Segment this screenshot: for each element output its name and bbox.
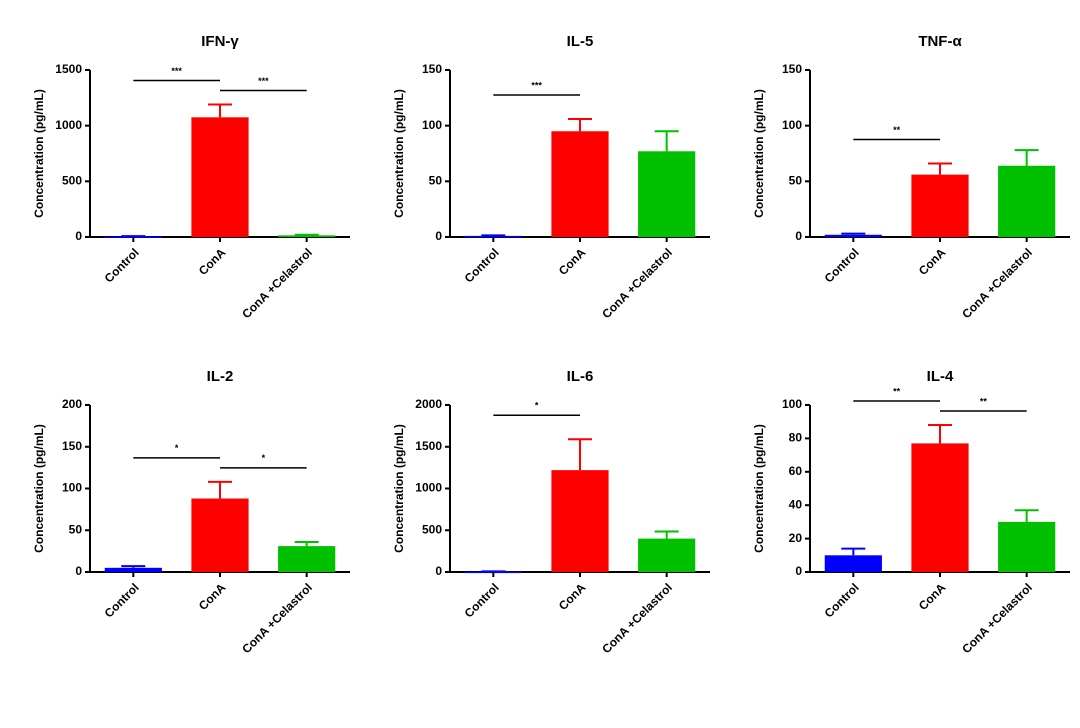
chart-title: IL-2 [207,368,234,385]
y-tick-label: 150 [62,439,82,453]
bar [911,443,969,572]
y-tick-label: 100 [782,397,802,411]
y-tick-label: 150 [782,62,802,76]
significance-label: *** [171,66,182,76]
y-tick-label: 0 [435,564,442,578]
bar [464,235,522,238]
significance-label: * [535,401,539,411]
y-tick-label: 50 [69,522,83,536]
x-tick-label: Control [822,245,862,285]
y-tick-label: 0 [75,564,82,578]
y-tick-label: 100 [782,118,802,132]
significance-label: * [262,453,266,463]
y-tick-label: 100 [62,481,82,495]
chart-panel: IFN-γ Concentration (pg/mL) 0 500 1000 1500 Co… [32,33,350,321]
y-tick-label: 80 [789,431,803,445]
bar [278,235,336,237]
y-tick-label: 500 [62,174,82,188]
x-tick-label: ConA [196,245,229,278]
y-axis-label: Concentration (pg/mL) [32,89,46,218]
bar [191,498,249,572]
x-tick-label: ConA [196,580,229,613]
chart-panel: IL-4 Concentration (pg/mL) 0 20 40 60 80 100 Con… [752,368,1070,656]
x-tick-label: Control [822,580,862,620]
chart-title: IL-6 [567,368,594,385]
chart-title: IL-4 [927,368,954,385]
bar [824,555,882,572]
bar [824,234,882,237]
bar [638,538,696,572]
y-tick-label: 1500 [415,439,442,453]
y-tick-label: 0 [75,229,82,243]
y-axis-label: Concentration (pg/mL) [392,89,406,218]
y-tick-label: 50 [429,174,443,188]
x-tick-label: Control [462,580,502,620]
y-tick-label: 0 [795,564,802,578]
bar [104,567,162,572]
x-tick-label: ConA +Celastrol [599,245,675,321]
x-tick-label: Control [462,245,502,285]
bar [998,521,1056,572]
x-tick-label: ConA +Celastrol [239,245,315,321]
chart-panel: IL-2 Concentration (pg/mL) 0 50 100 150 200 Con… [32,368,350,656]
y-tick-label: 60 [789,464,803,478]
y-tick-label: 0 [435,229,442,243]
y-tick-label: 150 [422,62,442,76]
significance-label: *** [258,76,269,86]
x-tick-label: ConA [556,580,589,613]
significance-label: * [175,443,179,453]
y-tick-label: 1500 [55,62,82,76]
x-tick-label: ConA [916,580,949,613]
y-axis-label: Concentration (pg/mL) [752,424,766,553]
x-tick-label: Control [102,245,142,285]
y-tick-label: 0 [795,229,802,243]
x-tick-label: ConA [556,245,589,278]
bar [911,174,969,237]
chart-panel: TNF-α Concentration (pg/mL) 0 50 100 150 Contr… [752,33,1070,321]
y-tick-label: 1000 [415,481,442,495]
x-tick-label: ConA [916,245,949,278]
significance-label: ** [893,125,901,135]
y-tick-label: 20 [789,531,803,545]
y-tick-label: 2000 [415,397,442,411]
x-tick-label: ConA +Celastrol [959,245,1035,321]
chart-panel: IL-5 Concentration (pg/mL) 0 50 100 150 Contro… [392,33,710,321]
x-tick-label: ConA +Celastrol [239,580,315,656]
y-axis-label: Concentration (pg/mL) [392,424,406,553]
x-tick-label: Control [102,580,142,620]
chart-title: TNF-α [918,33,962,50]
chart-title: IL-5 [567,33,594,50]
y-tick-label: 200 [62,397,82,411]
bar [998,165,1056,237]
y-tick-label: 500 [422,522,442,536]
bar [551,131,609,237]
significance-label: *** [531,80,542,90]
y-tick-label: 50 [789,174,803,188]
bar [278,546,336,572]
y-axis-label: Concentration (pg/mL) [32,424,46,553]
x-tick-label: ConA +Celastrol [599,580,675,656]
bar [551,470,609,572]
significance-label: ** [980,396,988,406]
y-axis-label: Concentration (pg/mL) [752,89,766,218]
y-tick-label: 100 [422,118,442,132]
y-tick-label: 40 [789,497,803,511]
bar [638,151,696,237]
chart-panel: IL-6 Concentration (pg/mL) 0 500 1000 1500 200… [392,368,710,656]
bar [191,117,249,237]
x-tick-label: ConA +Celastrol [959,580,1035,656]
y-tick-label: 1000 [55,118,82,132]
chart-title: IFN-γ [201,33,239,50]
significance-label: ** [893,386,901,396]
